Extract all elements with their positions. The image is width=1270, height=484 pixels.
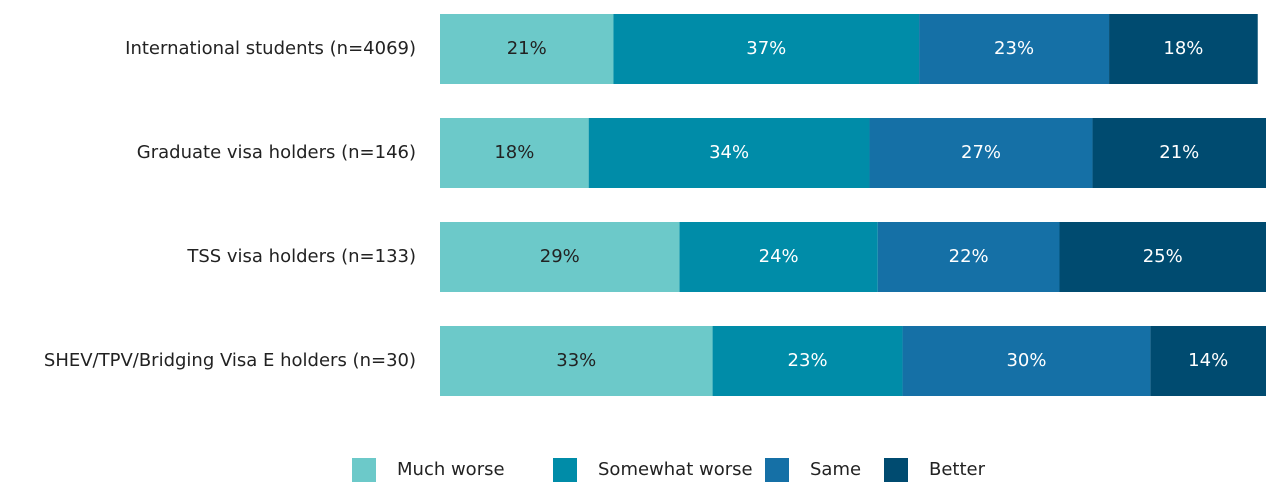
- legend-swatch: [765, 458, 789, 482]
- bar-segment: [440, 222, 680, 292]
- bar-segment: [877, 222, 1060, 292]
- bar-segment: [613, 14, 920, 84]
- value-label: 21%: [1159, 142, 1199, 163]
- legend-label: Better: [929, 459, 986, 480]
- value-label: 27%: [961, 142, 1001, 163]
- bar-segment: [1059, 222, 1266, 292]
- value-label: 30%: [1006, 350, 1046, 371]
- value-label: 18%: [494, 142, 534, 163]
- value-label: 21%: [507, 38, 547, 59]
- value-label: 25%: [1143, 246, 1183, 267]
- category-label: International students (n=4069): [125, 38, 416, 59]
- value-label: 37%: [746, 38, 786, 59]
- bar-segment: [440, 118, 589, 188]
- bar-segment: [919, 14, 1110, 84]
- value-label: 23%: [994, 38, 1034, 59]
- legend-label: Much worse: [397, 459, 505, 480]
- value-label: 24%: [759, 246, 799, 267]
- bar-segment: [712, 326, 903, 396]
- category-label: SHEV/TPV/Bridging Visa E holders (n=30): [44, 350, 416, 371]
- legend-swatch: [884, 458, 908, 482]
- bar-segment: [1150, 326, 1266, 396]
- bar-segment: [679, 222, 878, 292]
- value-label: 18%: [1163, 38, 1203, 59]
- legend-label: Somewhat worse: [598, 459, 753, 480]
- bar-segment: [440, 326, 713, 396]
- value-label: 33%: [556, 350, 596, 371]
- value-label: 22%: [949, 246, 989, 267]
- legend-swatch: [352, 458, 376, 482]
- bar-segment: [440, 14, 614, 84]
- value-label: 34%: [709, 142, 749, 163]
- value-label: 29%: [540, 246, 580, 267]
- category-label: TSS visa holders (n=133): [186, 246, 416, 267]
- bar-segment: [1092, 118, 1266, 188]
- legend-label: Same: [810, 459, 861, 480]
- value-label: 23%: [788, 350, 828, 371]
- bar-segment: [588, 118, 870, 188]
- legend-swatch: [553, 458, 577, 482]
- value-label: 14%: [1188, 350, 1228, 371]
- bar-segment: [902, 326, 1151, 396]
- bar-segment: [869, 118, 1093, 188]
- bar-segment: [1109, 14, 1258, 84]
- category-label: Graduate visa holders (n=146): [137, 142, 416, 163]
